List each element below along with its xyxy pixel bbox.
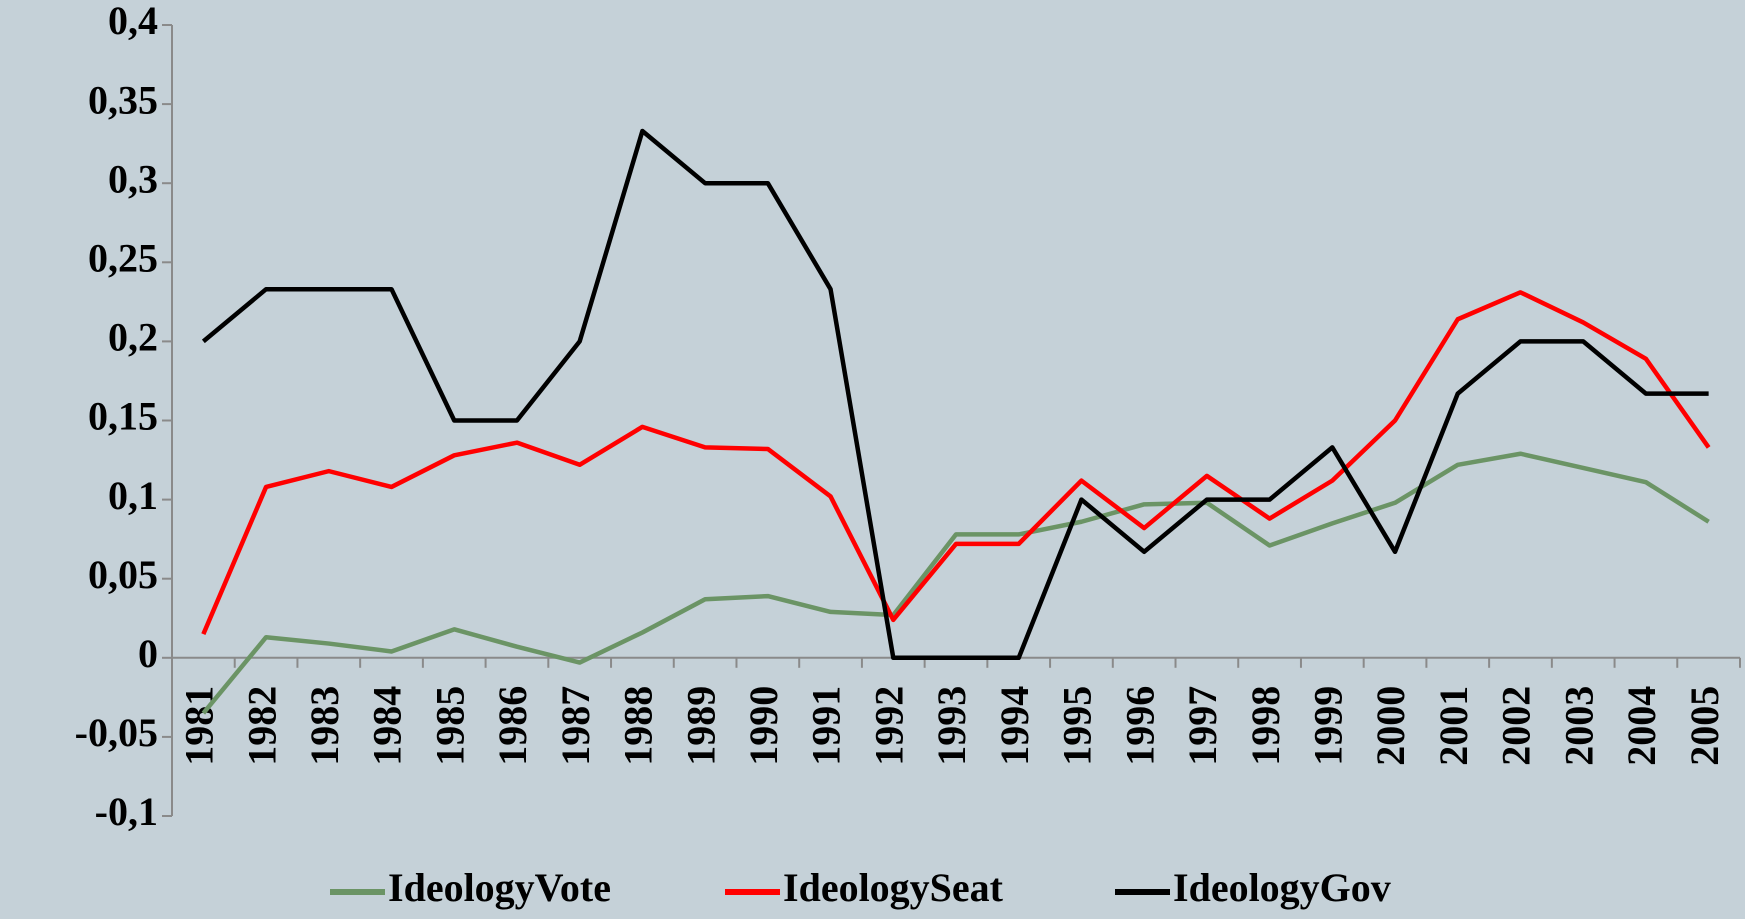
x-tick-label: 1985: [427, 686, 472, 766]
x-tick-label: 1999: [1305, 686, 1350, 766]
x-tick-label: 1982: [239, 686, 284, 766]
legend-label: IdeologySeat: [783, 865, 1004, 910]
y-tick-label: 0: [138, 631, 158, 676]
x-tick-label: 2001: [1431, 686, 1476, 766]
x-tick-label: 1984: [365, 686, 410, 766]
x-tick-label: 1992: [866, 686, 911, 766]
series-line: [201, 290, 1711, 635]
y-tick-label: 0,3: [108, 156, 158, 201]
x-tick-label: 1994: [992, 686, 1037, 766]
x-tick-label: 1991: [804, 686, 849, 766]
x-tick-label: 1997: [1180, 686, 1225, 766]
x-tick-label: 1995: [1055, 686, 1100, 766]
y-tick-label: 0,15: [88, 394, 158, 439]
y-tick-label: 0,4: [108, 0, 158, 43]
y-tick-label: 0,25: [88, 235, 158, 280]
x-tick-label: 1990: [741, 686, 786, 766]
x-tick-label: 1983: [302, 686, 347, 766]
x-tick-label: 1989: [678, 686, 723, 766]
x-tick-label: 1987: [553, 686, 598, 766]
x-tick-label: 1996: [1117, 686, 1162, 766]
legend-label: IdeologyGov: [1173, 865, 1391, 910]
y-tick-label: -0,1: [95, 789, 158, 834]
x-tick-label: 2005: [1682, 686, 1727, 766]
y-tick-label: -0,05: [75, 710, 158, 755]
y-tick-label: 0,2: [108, 315, 158, 360]
y-tick-label: 0,1: [108, 473, 158, 518]
x-tick-label: 1998: [1243, 686, 1288, 766]
x-tick-label: 2000: [1368, 686, 1413, 766]
y-tick-label: 0,35: [88, 77, 158, 122]
x-tick-label: 1993: [929, 686, 974, 766]
legend-label: IdeologyVote: [388, 865, 611, 910]
x-tick-label: 2003: [1556, 686, 1601, 766]
x-tick-label: 2004: [1619, 686, 1664, 766]
x-tick-label: 2002: [1494, 686, 1539, 766]
series-line: [201, 451, 1710, 715]
x-tick-label: 1986: [490, 686, 535, 766]
series-line: [201, 128, 1709, 661]
y-tick-label: 0,05: [88, 552, 158, 597]
x-tick-label: 1988: [616, 686, 661, 766]
